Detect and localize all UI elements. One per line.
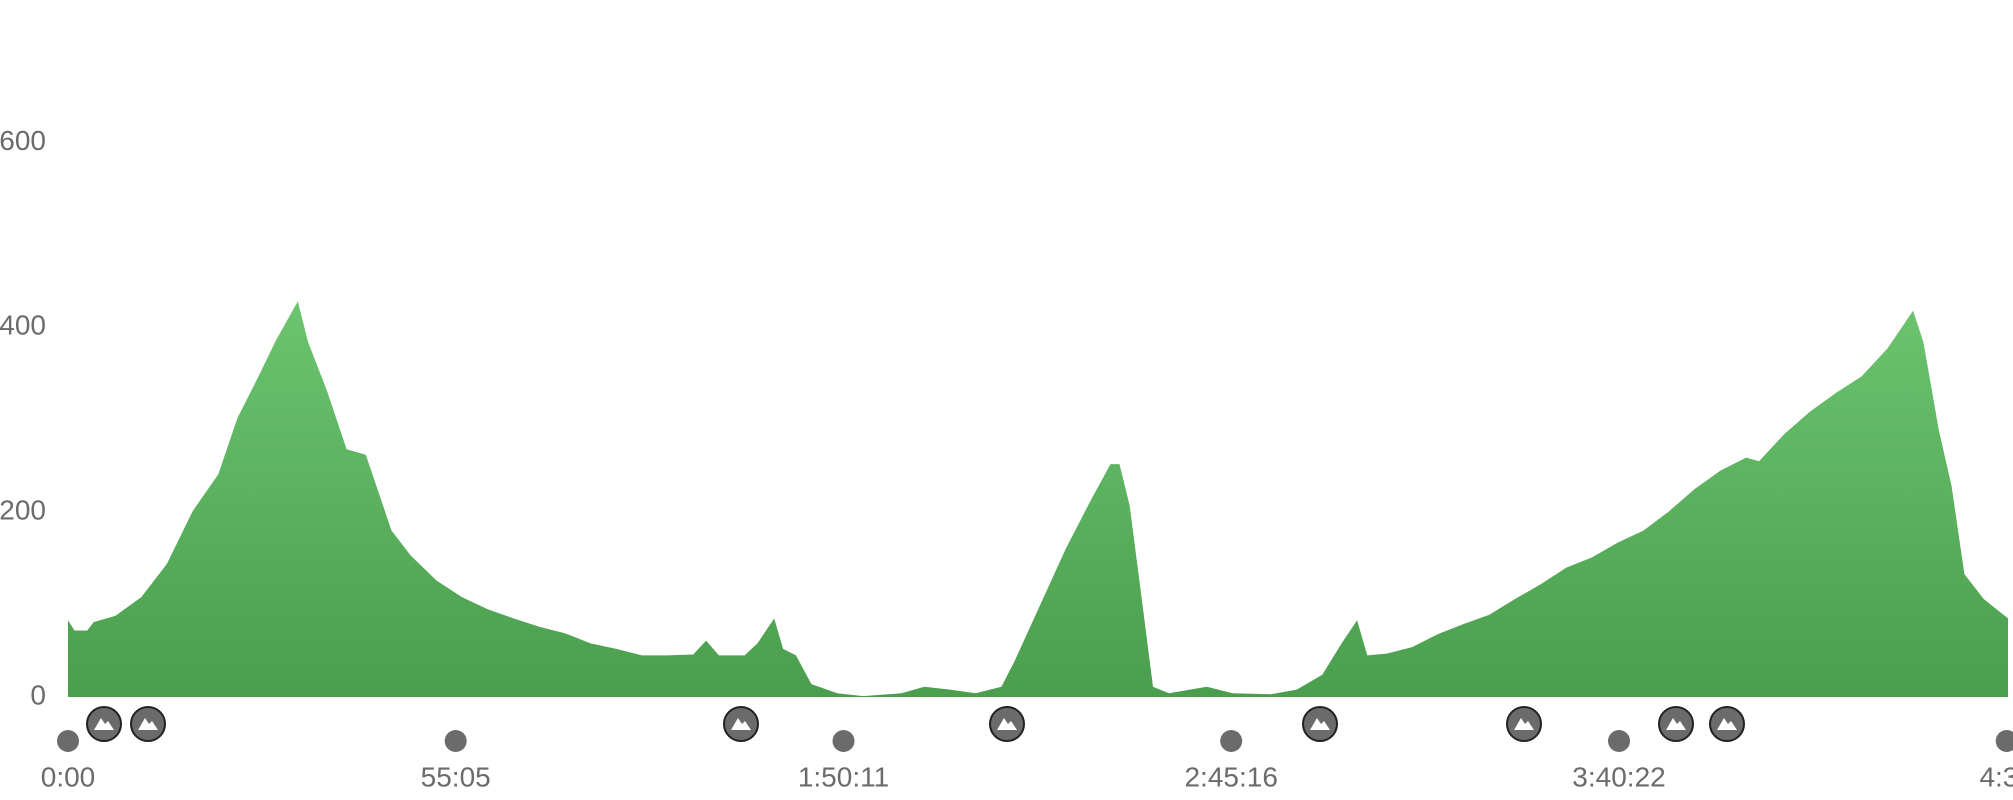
- climb-icon: [1709, 706, 1745, 742]
- x-tick-dot: [832, 730, 855, 752]
- x-tick-dot: [57, 730, 79, 752]
- climb-icon: [989, 706, 1025, 742]
- x-tick-label: 1:50:11: [798, 761, 889, 792]
- y-tick-label: 200: [0, 495, 46, 526]
- x-tick-label: 2:45:16: [1184, 761, 1277, 792]
- x-tick-dot: [1220, 730, 1243, 752]
- y-tick-label: 0: [30, 679, 46, 710]
- climb-icon: [1302, 706, 1338, 742]
- climb-markers: [86, 706, 1745, 742]
- elevation-area: [68, 301, 2008, 697]
- x-tick-label: 4:35: [1979, 761, 2013, 792]
- x-tick-dot: [444, 730, 467, 752]
- x-tick-label: 55:05: [421, 761, 491, 792]
- x-tick-dot: [1608, 730, 1631, 752]
- x-tick-label: 0:00: [41, 761, 96, 792]
- y-tick-label: 600: [0, 125, 46, 156]
- climb-icon: [86, 706, 122, 742]
- climb-icon: [130, 706, 166, 742]
- climb-icon: [1658, 706, 1694, 742]
- x-tick-dot: [1995, 730, 2013, 752]
- climb-icon: [723, 706, 759, 742]
- climb-icon: [1506, 706, 1542, 742]
- x-tick-label: 3:40:22: [1572, 761, 1665, 792]
- y-tick-label: 400: [0, 310, 46, 341]
